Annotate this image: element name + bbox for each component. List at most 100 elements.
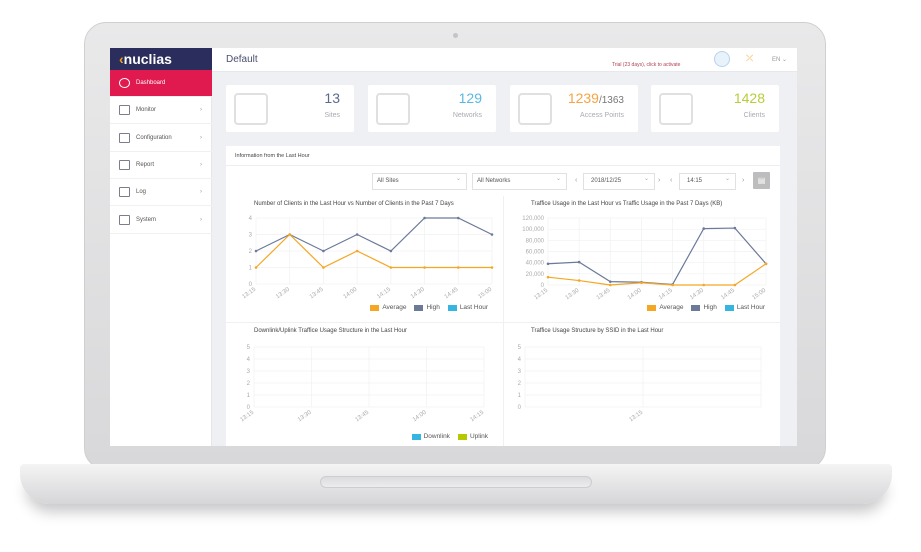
sidebar-item-label: Log: [136, 189, 147, 196]
legend-item[interactable]: Last Hour: [736, 304, 765, 311]
chart-legend: Downlink Uplink: [411, 433, 493, 440]
chart-1: 0 20,000 40,000 60,000 80,000 100,000 120,000 1…: [522, 216, 768, 301]
time-next-button[interactable]: ›: [742, 177, 745, 184]
logo[interactable]: ‹nuclias: [110, 48, 212, 70]
data-point[interactable]: [254, 249, 258, 253]
data-point[interactable]: [671, 283, 674, 287]
sidebar-item-report[interactable]: Report ›: [110, 152, 212, 179]
chart-0: 0 1 2 3 4 13:15 13:30 13:45 14:00 14:15 14:30 14:45…: [241, 216, 494, 300]
x-tick-label: 13:30: [565, 287, 581, 301]
export-button[interactable]: ▤: [753, 172, 770, 189]
legend-item[interactable]: Downlink: [423, 433, 450, 440]
y-tick-label: 5: [518, 345, 522, 351]
network-icon[interactable]: ⤫: [746, 53, 754, 63]
series-line-high: [255, 217, 493, 252]
laptop-notch: [320, 476, 592, 488]
data-point[interactable]: [423, 266, 426, 269]
data-point[interactable]: [702, 227, 706, 230]
legend-item[interactable]: Last Hour: [459, 304, 488, 311]
x-tick-label: 14:45: [720, 287, 736, 301]
sidebar-item-system[interactable]: System ›: [110, 207, 212, 234]
data-point[interactable]: [322, 266, 325, 269]
legend-item[interactable]: Average: [382, 304, 407, 311]
panel-title: Information from the Last Hour: [226, 146, 780, 166]
sidebar-item-log[interactable]: Log ›: [110, 179, 212, 207]
y-tick-label: 20,000: [526, 272, 545, 278]
sidebar-item-configuration[interactable]: Configuration ›: [110, 125, 212, 152]
stat-card-clients[interactable]: 1428 Clients: [651, 85, 779, 132]
y-tick-label: 3: [518, 369, 522, 375]
data-point[interactable]: [254, 266, 258, 269]
legend-swatch: [647, 304, 657, 311]
x-tick-label: 14:30: [689, 287, 705, 301]
date-next-button[interactable]: ›: [658, 177, 661, 184]
legend-item[interactable]: Average: [659, 304, 684, 311]
data-point[interactable]: [355, 233, 359, 236]
stat-label: Sites: [324, 112, 340, 119]
data-point[interactable]: [389, 249, 393, 253]
access-point-icon: [518, 93, 552, 125]
info-panel: Information from the Last Hour All Sites…: [226, 146, 780, 446]
data-point[interactable]: [456, 216, 460, 220]
data-point[interactable]: [355, 249, 359, 253]
sidebar-item-label: Dashboard: [136, 80, 166, 86]
stat-count: 1428: [733, 90, 765, 106]
legend-item[interactable]: High: [703, 304, 717, 311]
site-select[interactable]: All Sites: [372, 173, 467, 190]
data-point[interactable]: [490, 266, 494, 269]
stat-card-sites[interactable]: 13 Sites: [226, 85, 354, 132]
series-line-average: [255, 233, 492, 269]
time-prev-button[interactable]: ‹: [670, 177, 673, 184]
chevron-right-icon: ›: [200, 134, 202, 141]
data-point[interactable]: [733, 226, 737, 230]
x-tick-label: 13:30: [275, 286, 291, 300]
sidebar-item-monitor[interactable]: Monitor ›: [110, 97, 212, 125]
top-bar: Default Trial (23 days), click to activa…: [212, 48, 797, 72]
x-tick-label: 13:15: [239, 409, 255, 423]
chart-legend: Average High Last Hour: [370, 304, 493, 311]
data-point[interactable]: [733, 283, 737, 287]
sidebar-item-label: System: [136, 216, 157, 223]
data-point[interactable]: [288, 233, 292, 236]
date-prev-button[interactable]: ‹: [575, 177, 578, 184]
y-tick-label: 40,000: [526, 261, 545, 267]
data-point[interactable]: [389, 266, 393, 269]
stat-label: Access Points: [580, 112, 624, 119]
x-tick-label: 15:00: [477, 286, 493, 300]
chart-title: Traffice Usage Structure by SSID in the …: [531, 328, 664, 334]
stat-card-access-points[interactable]: 1239/1363 Access Points: [510, 85, 638, 132]
stat-card-networks[interactable]: 129 Networks: [368, 85, 496, 132]
avatar[interactable]: [714, 51, 730, 67]
divider: [503, 196, 504, 446]
data-point[interactable]: [764, 262, 768, 266]
stat-count: 13: [324, 90, 340, 106]
data-point[interactable]: [702, 283, 706, 287]
y-tick-label: 3: [247, 369, 251, 375]
y-tick-label: 4: [518, 357, 522, 363]
legend-item[interactable]: High: [426, 304, 440, 311]
network-select[interactable]: All Networks: [472, 173, 567, 190]
data-point[interactable]: [456, 266, 460, 269]
data-point[interactable]: [546, 262, 550, 266]
stat-count: 1239: [567, 90, 599, 106]
legend-item[interactable]: Uplink: [469, 433, 488, 440]
legend-swatch: [724, 304, 734, 311]
trial-link[interactable]: Trial (23 days), click to activate: [612, 62, 681, 68]
data-point[interactable]: [577, 279, 581, 282]
data-point[interactable]: [546, 275, 550, 279]
language-select[interactable]: EN ⌄: [772, 57, 788, 63]
time-select[interactable]: 14:15: [679, 173, 736, 190]
stat-value: 129: [459, 90, 482, 106]
sidebar-item-dashboard[interactable]: Dashboard: [110, 70, 212, 97]
data-point[interactable]: [423, 216, 426, 220]
chart-title: Downlink/Uplink Traffice Usage Structure…: [254, 328, 407, 334]
data-point[interactable]: [577, 260, 581, 264]
date-select[interactable]: 2018/12/25: [583, 173, 655, 190]
data-point[interactable]: [640, 281, 643, 285]
data-point[interactable]: [322, 249, 325, 253]
data-point[interactable]: [608, 280, 612, 283]
data-point[interactable]: [608, 283, 612, 287]
y-tick-label: 60,000: [526, 250, 545, 256]
data-point[interactable]: [490, 233, 494, 236]
y-tick-label: 2: [518, 381, 522, 387]
